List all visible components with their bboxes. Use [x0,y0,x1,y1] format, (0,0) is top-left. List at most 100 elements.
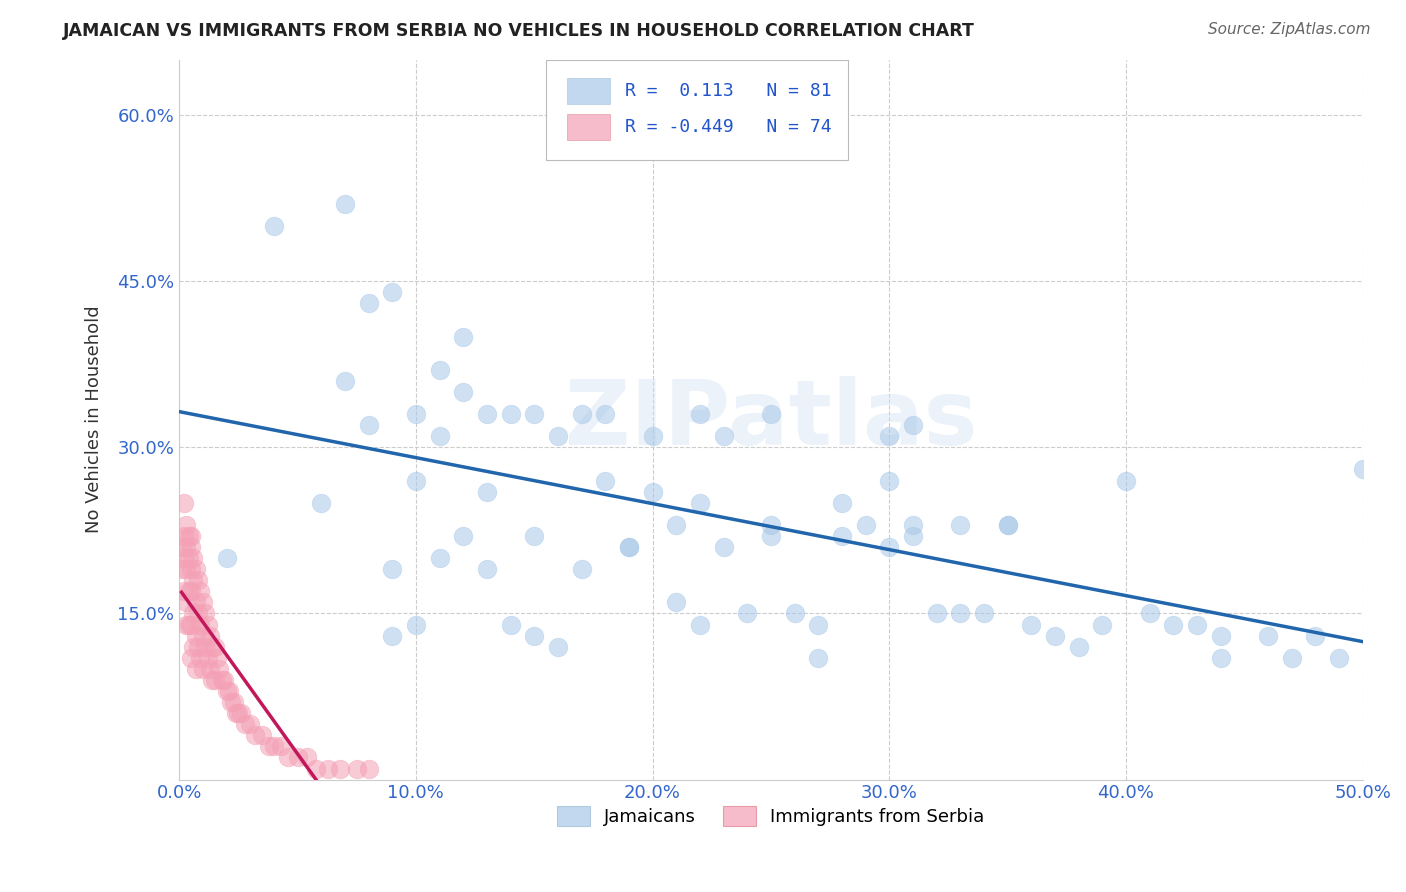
Point [1209,629,1232,643]
Point [1257,629,1279,643]
Point [215,684,238,698]
Point [198,629,221,643]
Point [1209,650,1232,665]
Point [219,695,242,709]
Point [329,762,352,776]
Point [405,407,427,421]
Point [357,762,380,776]
Text: ZIPatlas: ZIPatlas [565,376,977,464]
Point [177,617,200,632]
Point [1091,617,1114,632]
Point [173,584,195,599]
Point [381,629,404,643]
Point [381,562,404,576]
Point [177,529,200,543]
Point [305,762,328,776]
Point [173,529,195,543]
Point [229,706,252,720]
Point [201,673,224,687]
Text: Source: ZipAtlas.com: Source: ZipAtlas.com [1208,22,1371,37]
Point [713,429,735,443]
Point [222,695,245,709]
Point [1303,629,1326,643]
Point [180,617,202,632]
Point [190,617,212,632]
Point [783,607,806,621]
Point [173,551,195,566]
Point [1067,640,1090,654]
Point [689,617,711,632]
Point [901,418,924,433]
Point [807,617,830,632]
Text: JAMAICAN VS IMMIGRANTS FROM SERBIA NO VEHICLES IN HOUSEHOLD CORRELATION CHART: JAMAICAN VS IMMIGRANTS FROM SERBIA NO VE… [63,22,976,40]
Point [617,540,640,554]
Point [174,540,197,554]
Point [405,474,427,488]
Point [184,629,207,643]
Point [877,540,900,554]
Point [877,429,900,443]
Point [211,673,233,687]
Point [429,551,451,566]
Point [475,407,498,421]
Point [177,584,200,599]
Point [855,517,877,532]
Point [901,529,924,543]
Y-axis label: No Vehicles in Household: No Vehicles in Household [86,306,103,533]
Point [180,540,202,554]
Point [689,407,711,421]
Point [451,329,474,343]
Point [381,285,404,300]
Point [180,584,202,599]
Point [1327,650,1350,665]
Point [831,496,853,510]
Point [270,739,292,754]
Point [239,717,262,731]
Point [357,296,380,310]
Point [235,717,257,731]
Point [170,562,193,576]
Point [973,607,995,621]
Point [190,584,212,599]
FancyBboxPatch shape [568,78,610,103]
Point [183,607,205,621]
Point [184,595,207,609]
Point [177,551,200,566]
Point [191,629,214,643]
Point [197,650,219,665]
Point [925,607,948,621]
Point [571,562,593,576]
Point [243,728,266,742]
Point [174,517,197,532]
Point [759,517,782,532]
Point [759,529,782,543]
Point [641,429,664,443]
FancyBboxPatch shape [568,113,610,139]
Point [174,562,197,576]
Point [198,662,221,676]
Point [735,607,758,621]
Point [190,650,212,665]
Point [309,496,332,510]
Point [523,529,546,543]
Point [212,673,235,687]
Point [228,706,250,720]
Point [205,650,228,665]
Point [499,407,522,421]
Point [1185,617,1208,632]
Point [184,562,207,576]
Point [547,640,569,654]
Point [1139,607,1161,621]
Point [194,640,217,654]
Point [429,429,451,443]
Point [263,219,285,233]
Point [225,706,247,720]
Point [475,562,498,576]
Point [208,662,231,676]
Text: R =  0.113   N = 81: R = 0.113 N = 81 [626,81,832,100]
Point [174,595,197,609]
Point [180,562,202,576]
Point [316,762,339,776]
Point [949,607,972,621]
Point [1043,629,1066,643]
